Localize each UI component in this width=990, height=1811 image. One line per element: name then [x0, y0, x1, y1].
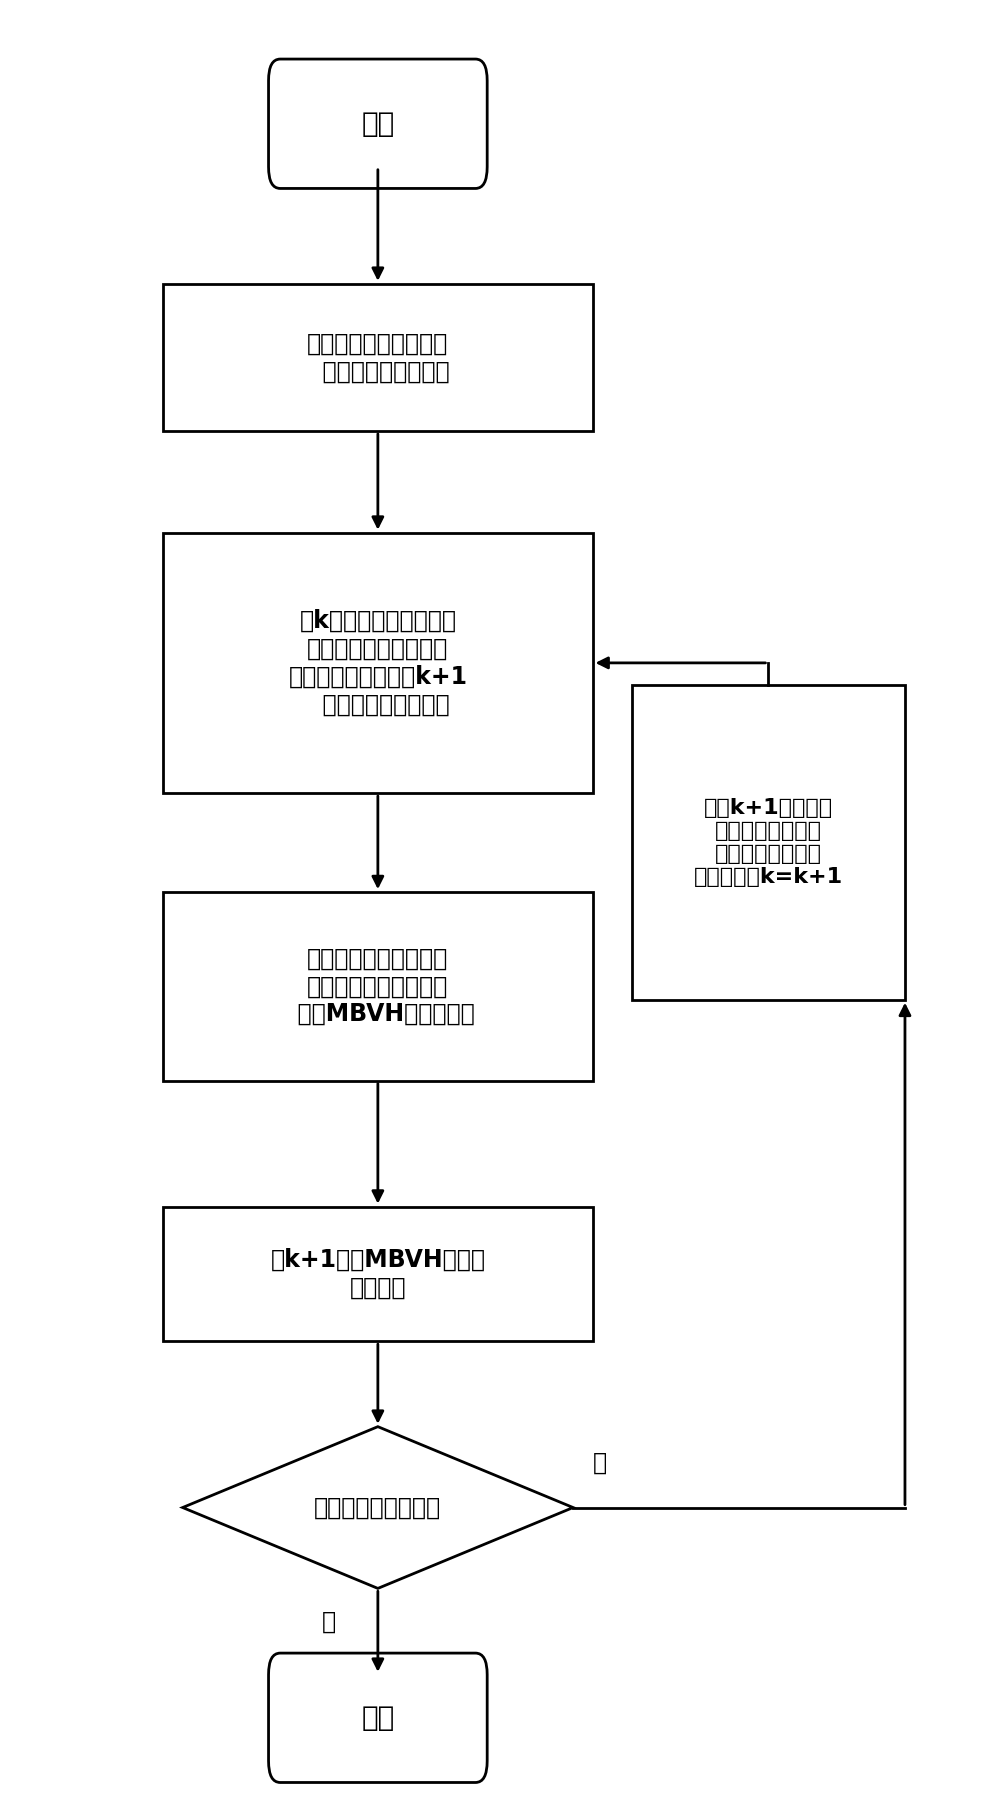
Bar: [163, 893, 593, 1081]
Text: 以k时段系统各节点电压
实际值为初始值，建立
电压预测模型，预测k+1
  时段系统各节点电压: 以k时段系统各节点电压 实际值为初始值，建立 电压预测模型，预测k+1 时段系统…: [288, 608, 467, 717]
Text: 测量k+1时段系统
各节点电压值，作
为电压预测模型的
初始值，令k=k+1: 测量k+1时段系统 各节点电压值，作 为电压预测模型的 初始值，令k=k+1: [694, 799, 842, 887]
Bar: [632, 685, 905, 1000]
Bar: [163, 284, 593, 431]
Text: 以节点电压偏差和综合
供电成本最小为目标，
  求解MBVH调度指令值: 以节点电压偏差和综合 供电成本最小为目标， 求解MBVH调度指令值: [281, 947, 475, 1027]
FancyBboxPatch shape: [268, 1653, 487, 1782]
Bar: [163, 1206, 593, 1342]
Bar: [163, 532, 593, 793]
Text: 结束: 结束: [361, 1704, 394, 1731]
Text: 否: 否: [593, 1451, 607, 1476]
Text: 开始: 开始: [361, 110, 394, 138]
Text: 优化周期是否结束？: 优化周期是否结束？: [314, 1496, 442, 1519]
Text: 将k+1时段MBVH调度指
令值下发: 将k+1时段MBVH调度指 令值下发: [270, 1248, 485, 1300]
Polygon shape: [182, 1427, 573, 1588]
Text: 输入风光及负荷在未来
  优化时域的预测数据: 输入风光及负荷在未来 优化时域的预测数据: [306, 331, 449, 384]
Text: 是: 是: [322, 1610, 337, 1634]
FancyBboxPatch shape: [268, 60, 487, 188]
